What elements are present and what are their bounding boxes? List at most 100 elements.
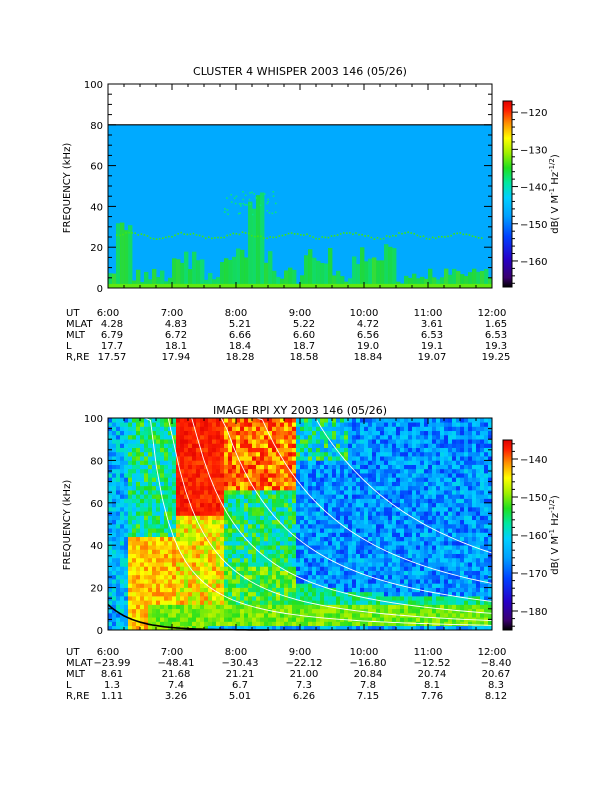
rpi-cell <box>288 592 292 597</box>
whisper-noise-dot <box>275 203 277 205</box>
rpi-cell <box>240 499 244 504</box>
rpi-cell <box>344 499 348 504</box>
rpi-cell <box>284 503 288 508</box>
rpi-cell <box>204 511 208 516</box>
whisper-emission-column <box>352 256 356 286</box>
rpi-cell <box>108 431 112 436</box>
rpi-cell <box>372 537 376 542</box>
rpi-cell <box>420 528 424 533</box>
rpi-cell <box>256 473 260 478</box>
rpi-cell <box>120 452 124 457</box>
rpi-cell <box>164 562 168 567</box>
rpi-cell <box>288 486 292 491</box>
rpi-cell <box>460 558 464 563</box>
rpi-cell <box>444 426 448 431</box>
rpi-cell <box>148 511 152 516</box>
rpi-cell <box>296 592 300 597</box>
rpi-cell <box>240 452 244 457</box>
rpi-cell <box>124 469 128 474</box>
rpi-cell <box>120 422 124 427</box>
rpi-cell <box>124 571 128 576</box>
rpi-cell <box>236 503 240 508</box>
rpi-cell <box>416 469 420 474</box>
rpi-cell <box>320 465 324 470</box>
rpi-cell <box>344 439 348 444</box>
rpi-cell <box>236 490 240 495</box>
rpi-cell <box>160 583 164 588</box>
rpi-cell <box>128 499 132 504</box>
rpi-cell <box>328 507 332 512</box>
rpi-cell <box>364 435 368 440</box>
rpi-cell <box>112 622 116 627</box>
rpi-cell <box>116 583 120 588</box>
rpi-cell <box>388 613 392 618</box>
rpi-cell <box>256 503 260 508</box>
rpi-cell <box>244 592 248 597</box>
rpi-cell <box>304 528 308 533</box>
whisper-ephemeris-value: 19.1 <box>421 341 443 352</box>
rpi-cell <box>308 592 312 597</box>
rpi-cell <box>256 426 260 431</box>
rpi-cell <box>456 532 460 537</box>
rpi-cell <box>452 541 456 546</box>
rpi-cell <box>220 583 224 588</box>
rpi-cell <box>108 588 112 593</box>
rpi-cell <box>440 431 444 436</box>
rpi-cell <box>388 528 392 533</box>
whisper-noise-dot <box>229 234 231 236</box>
rpi-cell <box>444 537 448 542</box>
rpi-cell <box>252 592 256 597</box>
rpi-cell <box>412 435 416 440</box>
whisper-emission-column <box>360 247 364 286</box>
rpi-cell <box>252 596 256 601</box>
rpi-cell <box>220 448 224 453</box>
rpi-cell <box>364 422 368 427</box>
rpi-cell <box>428 435 432 440</box>
rpi-cell <box>460 588 464 593</box>
rpi-cell <box>116 532 120 537</box>
whisper-emission-column <box>120 223 124 286</box>
rpi-cell <box>400 494 404 499</box>
rpi-cell <box>256 511 260 516</box>
rpi-cell <box>308 558 312 563</box>
rpi-cell <box>348 537 352 542</box>
rpi-cell <box>408 566 412 571</box>
rpi-cell <box>240 448 244 453</box>
rpi-cell <box>252 431 256 436</box>
rpi-cell <box>348 431 352 436</box>
rpi-cell <box>440 503 444 508</box>
rpi-cell <box>108 558 112 563</box>
rpi-cell <box>428 545 432 550</box>
rpi-cell <box>148 562 152 567</box>
rpi-cell <box>132 426 136 431</box>
rpi-cell <box>332 554 336 559</box>
rpi-cell <box>432 494 436 499</box>
rpi-cell <box>340 499 344 504</box>
rpi-cell <box>356 448 360 453</box>
rpi-cell <box>296 588 300 593</box>
rpi-cell <box>332 426 336 431</box>
rpi-cell <box>404 528 408 533</box>
rpi-cell <box>412 537 416 542</box>
rpi-cell <box>360 431 364 436</box>
rpi-cell <box>144 460 148 465</box>
rpi-cell <box>192 537 196 542</box>
rpi-cell <box>204 418 208 423</box>
rpi-cell <box>356 579 360 584</box>
rpi-cell <box>280 622 284 627</box>
rpi-cell <box>360 507 364 512</box>
rpi-cell <box>316 494 320 499</box>
rpi-cell <box>220 435 224 440</box>
rpi-cell <box>468 426 472 431</box>
rpi-cell <box>344 558 348 563</box>
rpi-cell <box>296 566 300 571</box>
rpi-cell <box>288 566 292 571</box>
rpi-cell <box>252 435 256 440</box>
rpi-cell <box>332 511 336 516</box>
rpi-cell <box>192 566 196 571</box>
rpi-cell <box>344 473 348 478</box>
rpi-cell <box>376 592 380 597</box>
rpi-cell <box>244 486 248 491</box>
rpi-cell <box>368 571 372 576</box>
rpi-cell <box>228 549 232 554</box>
